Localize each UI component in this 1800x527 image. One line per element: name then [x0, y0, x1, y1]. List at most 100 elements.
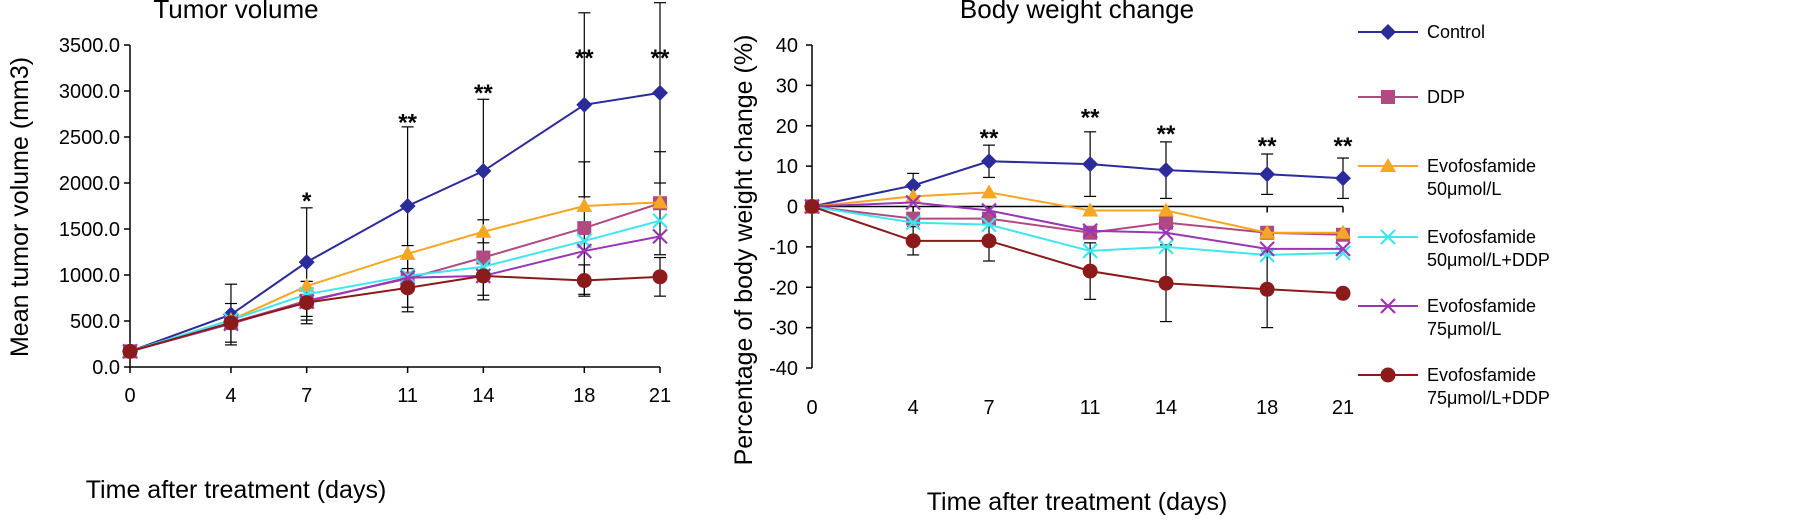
y-tick-label: 3000.0 — [59, 81, 120, 103]
y-tick-label: 30 — [776, 75, 798, 97]
legend-item: Evofosfamide 50μmol/L+DDP — [1358, 227, 1550, 270]
legend: ControlDDPEvofosfamide50μmol/LEvofosfami… — [1358, 22, 1550, 408]
y-tick-label: 500.0 — [70, 311, 120, 333]
y-tick-label: 3500.0 — [59, 35, 120, 57]
data-point — [298, 278, 315, 293]
data-point — [475, 163, 492, 180]
x-tick-label: 4 — [225, 385, 236, 407]
data-point — [905, 177, 922, 194]
data-point — [981, 216, 997, 233]
tumor-volume-chart: Tumor volume Time after treatment (days) M… — [6, 0, 671, 504]
y-tick-label: 2000.0 — [59, 173, 120, 195]
x-axis-label: Time after treatment (days) — [86, 476, 387, 504]
chart-title: Body weight change — [960, 0, 1194, 24]
x-tick-label: 14 — [472, 385, 494, 407]
y-tick-label: 0 — [787, 197, 798, 219]
x-tick-label: 18 — [1256, 397, 1278, 419]
data-point — [223, 315, 239, 331]
legend-item: Evofosfamide 50μmol/L — [1358, 156, 1536, 199]
x-tick-label: 21 — [1332, 397, 1354, 419]
y-tick-label: 1500.0 — [59, 219, 120, 241]
data-point — [981, 233, 997, 249]
y-tick-label: 10 — [776, 156, 798, 178]
significance-marker: ** — [1157, 121, 1176, 148]
legend-label: Control — [1427, 22, 1485, 42]
data-point — [1335, 285, 1351, 301]
data-point — [122, 343, 138, 359]
y-axis-label: Mean tumor volume (mm3) — [6, 57, 34, 357]
x-tick-label: 4 — [908, 397, 919, 419]
legend-item: DDP — [1358, 87, 1465, 107]
x-tick-label: 21 — [649, 385, 671, 407]
x-axis-label: Time after treatment (days) — [927, 488, 1228, 516]
data-point — [399, 268, 416, 284]
y-tick-label: 0.0 — [92, 357, 120, 379]
data-point — [299, 295, 315, 311]
series-line — [811, 201, 1343, 250]
data-point — [804, 199, 820, 214]
legend-marker — [1381, 90, 1395, 104]
series-line — [129, 274, 661, 353]
data-point — [1335, 241, 1351, 257]
legend-marker — [1380, 367, 1396, 383]
data-point — [1083, 225, 1098, 240]
legend-marker — [1380, 298, 1396, 314]
data-point — [1082, 202, 1099, 217]
data-point — [1158, 239, 1174, 255]
data-point — [1335, 170, 1351, 187]
legend-item: Control — [1358, 22, 1485, 42]
data-point — [576, 273, 592, 289]
y-axis-label: Percentage of body weight change (%) — [730, 35, 758, 466]
data-point — [1082, 156, 1099, 173]
body-weight-chart: Body weight change Time after treatment (… — [730, 0, 1354, 516]
significance-marker: ** — [398, 110, 417, 137]
legend-label: Evofosfamide — [1427, 156, 1536, 176]
data-point — [1259, 241, 1275, 257]
data-point — [399, 198, 416, 214]
data-point — [652, 84, 668, 101]
legend-marker — [1380, 24, 1396, 40]
x-tick-label: 11 — [397, 385, 418, 407]
legend-label: 50μmol/L+DDP — [1427, 250, 1550, 270]
x-tick-label: 0 — [124, 385, 135, 407]
data-point — [1159, 215, 1173, 230]
data-point — [652, 269, 668, 285]
significance-marker: ** — [1334, 133, 1353, 160]
data-point — [1158, 275, 1174, 291]
data-point — [1335, 224, 1351, 239]
data-point — [1082, 263, 1098, 279]
y-tick-label: -40 — [769, 358, 798, 380]
legend-label: Evofosfamide — [1427, 365, 1536, 385]
legend-label: 75μmol/L+DDP — [1427, 388, 1550, 408]
significance-marker: ** — [575, 45, 594, 72]
chart-title: Tumor volume — [153, 0, 318, 24]
data-point — [1259, 281, 1275, 297]
x-tick-label: 0 — [806, 397, 817, 419]
y-tick-label: -10 — [769, 237, 798, 259]
data-point — [981, 202, 997, 219]
data-point — [905, 194, 921, 211]
data-point — [981, 184, 997, 199]
y-tick-label: 2500.0 — [59, 127, 120, 149]
legend-marker — [1380, 229, 1396, 245]
significance-marker: ** — [1258, 133, 1277, 160]
data-point — [400, 280, 416, 296]
data-point — [399, 245, 416, 260]
data-point — [1259, 166, 1276, 183]
data-point — [1259, 247, 1275, 263]
data-point — [475, 223, 492, 238]
legend-label: DDP — [1427, 87, 1465, 107]
significance-marker: ** — [1081, 105, 1100, 132]
legend-label: Evofosfamide — [1427, 296, 1536, 316]
legend-label: Evofosfamide — [1427, 227, 1536, 247]
data-point — [1158, 202, 1174, 217]
y-tick-label: 20 — [776, 116, 798, 138]
data-point — [652, 228, 668, 245]
y-tick-label: 40 — [776, 35, 798, 57]
data-point — [1082, 222, 1098, 239]
data-point — [1158, 162, 1174, 179]
y-tick-label: -20 — [769, 277, 798, 299]
legend-label: 75μmol/L — [1427, 319, 1501, 339]
legend-marker — [1380, 158, 1396, 172]
